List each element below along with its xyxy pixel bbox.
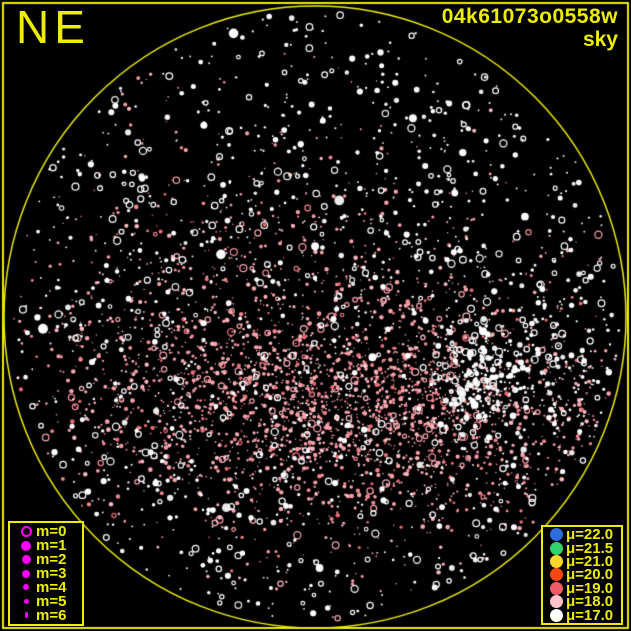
legend-label: m=5 — [36, 592, 67, 610]
legend-row: μ=21.0 — [546, 553, 621, 571]
legend-label: μ=20.0 — [566, 566, 614, 584]
magnitude-marker-icon — [16, 584, 36, 591]
legend-row: m=2 — [16, 551, 82, 569]
plate-title: 04k61073o0558w — [441, 5, 618, 28]
legend-row: m=1 — [16, 537, 82, 555]
legend-label: m=1 — [36, 537, 67, 555]
legend-label: μ=17.0 — [566, 606, 614, 624]
legend-row: m=3 — [16, 565, 82, 582]
mu-color-marker-icon — [546, 541, 566, 555]
legend-row: μ=21.5 — [546, 539, 621, 557]
mu-color-marker-icon — [546, 581, 566, 595]
legend-label: μ=18.0 — [566, 593, 614, 611]
sky-label: sky — [582, 28, 618, 51]
legend-label: m=2 — [36, 551, 67, 569]
mu-color-marker-icon — [546, 595, 566, 609]
legend-label: m=6 — [36, 606, 67, 624]
magnitude-marker-icon — [16, 540, 36, 551]
legend-label: m=4 — [36, 578, 67, 596]
legend-row: m=4 — [16, 578, 82, 596]
mu-color-marker-icon — [546, 568, 566, 582]
legend-row: μ=20.0 — [546, 566, 621, 584]
legend-row: μ=18.0 — [546, 593, 621, 611]
magnitude-marker-icon — [16, 598, 36, 604]
mu-color-marker-icon — [546, 528, 566, 542]
surface-brightness-color-legend: μ=22.0 μ=21.5 μ=21.0 μ=20.0 μ=19.0 μ=18.0 μ=17… — [541, 525, 623, 625]
magnitude-marker-icon — [16, 612, 36, 619]
magnitude-marker-icon — [16, 569, 36, 578]
legend-row: m=5 — [16, 592, 82, 610]
legend-label: μ=21.5 — [566, 539, 614, 557]
legend-row: m=6 — [16, 606, 82, 624]
magnitude-marker-icon — [16, 526, 36, 538]
magnitude-marker-icon — [16, 555, 36, 565]
magnitude-size-legend: m=0 m=1 m=2 m=3 m=4 m=5 m=6 — [8, 521, 84, 626]
orientation-label: NE — [16, 1, 90, 53]
legend-row: μ=22.0 — [546, 526, 621, 544]
legend-label: μ=19.0 — [566, 579, 614, 597]
legend-label: m=3 — [36, 565, 67, 582]
mu-color-marker-icon — [546, 555, 566, 569]
legend-row: m=0 — [16, 523, 82, 541]
legend-label: m=0 — [36, 523, 67, 541]
legend-row: μ=17.0 — [546, 606, 621, 624]
legend-row: μ=19.0 — [546, 579, 621, 597]
legend-label: μ=21.0 — [566, 553, 614, 571]
legend-label: μ=22.0 — [566, 526, 614, 544]
mu-color-marker-icon — [546, 608, 566, 622]
